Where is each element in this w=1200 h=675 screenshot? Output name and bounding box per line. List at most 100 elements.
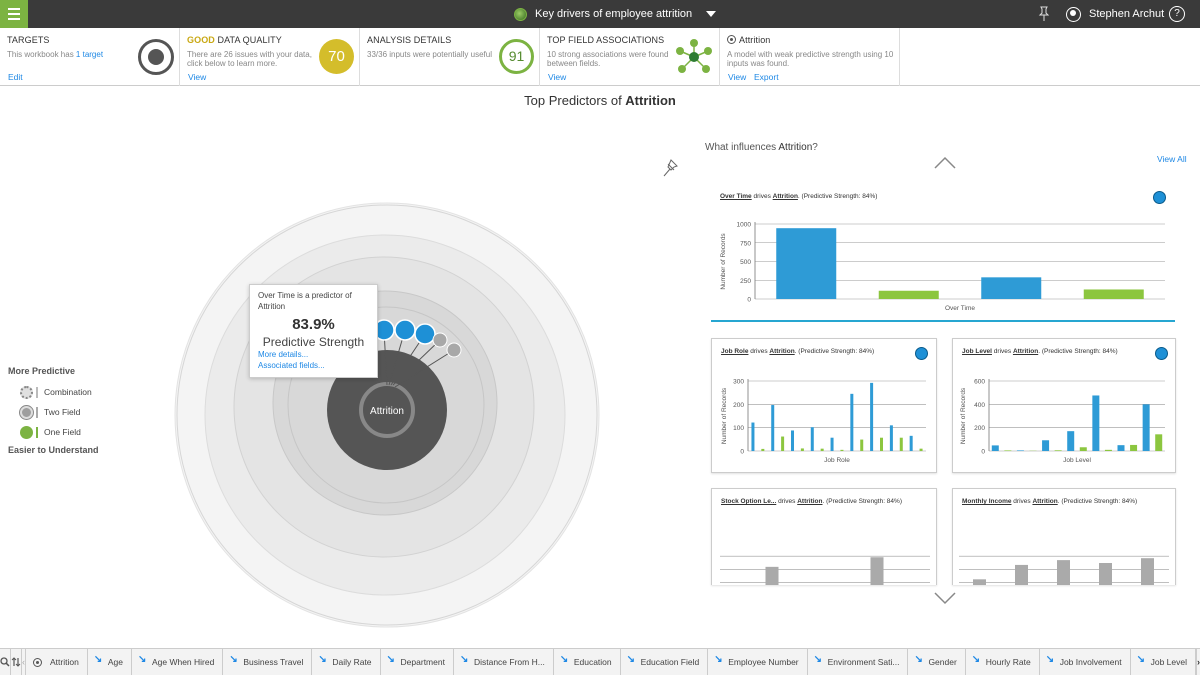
bar	[1117, 445, 1125, 451]
field-tab-label: Hourly Rate	[985, 657, 1031, 667]
bar	[800, 448, 804, 451]
one-field-icon	[20, 425, 33, 439]
export-model-link[interactable]: Export	[754, 72, 779, 82]
pin-icon[interactable]	[662, 158, 680, 178]
user-menu[interactable]: Stephen Archut	[1066, 0, 1164, 28]
field-tab[interactable]: Education	[554, 649, 621, 675]
predictor-node[interactable]	[414, 323, 436, 345]
chart-card-stock-option[interactable]: Stock Option Le... drives Attrition. (Pr…	[711, 488, 937, 585]
view-quality-link[interactable]: View	[188, 72, 207, 82]
globe-icon	[514, 7, 527, 21]
hamburger-menu-icon[interactable]	[0, 0, 28, 28]
sort-icon[interactable]	[11, 649, 22, 675]
input-arrow-icon	[460, 654, 469, 666]
bar	[1057, 560, 1070, 585]
chart-card-over-time[interactable]: Over Time drives Attrition. (Predictive …	[711, 184, 1175, 322]
chart-drives-text: drives	[776, 498, 798, 505]
view-associations-link[interactable]: View	[548, 72, 567, 82]
bar	[751, 422, 755, 451]
more-details-link[interactable]: More details...	[258, 350, 309, 359]
field-tab[interactable]: Employee Number	[708, 649, 808, 675]
help-icon[interactable]: ?	[1169, 6, 1185, 22]
two-field-icon	[20, 405, 33, 419]
field-tab[interactable]: Gender	[908, 649, 966, 675]
bar	[1155, 434, 1163, 451]
chart-field-name[interactable]: Job Level	[962, 348, 992, 355]
associations-title: TOP FIELD ASSOCIATIONS	[547, 35, 665, 45]
bar	[1079, 447, 1087, 451]
field-tab[interactable]: Age When Hired	[132, 649, 224, 675]
associated-fields-link[interactable]: Associated fields...	[258, 361, 325, 370]
input-arrow-icon	[972, 654, 981, 666]
attrition-model-card: Attrition A model with weak predictive s…	[720, 28, 900, 86]
workbook-title-dropdown[interactable]: Key drivers of employee attrition	[514, 0, 717, 28]
influences-suffix: ?	[812, 142, 818, 153]
quality-title-text: DATA QUALITY	[214, 35, 282, 45]
field-tab-label: Employee Number	[728, 657, 799, 667]
predictor-node[interactable]	[446, 342, 462, 358]
predictor-node[interactable]	[432, 332, 448, 348]
data-quality-card: GOOD DATA QUALITY There are 26 issues wi…	[180, 28, 360, 86]
chart-strength-text: . (Predictive Strength: 84%)	[822, 498, 902, 505]
edit-targets-link[interactable]: Edit	[8, 72, 23, 82]
view-all-link[interactable]: View All	[1157, 154, 1187, 164]
chart-field-name[interactable]: Stock Option Le...	[721, 498, 777, 505]
combination-icon	[20, 385, 33, 399]
chart-field-name[interactable]: Job Role	[721, 348, 749, 355]
y-tick-label: 750	[740, 240, 751, 247]
field-tab[interactable]: Job Involvement	[1040, 649, 1131, 675]
chart-drives-text: drives	[751, 193, 773, 200]
targets-count-link[interactable]: 1 target	[75, 50, 104, 59]
chart-card-monthly-income[interactable]: Monthly Income drives Attrition. (Predic…	[952, 488, 1176, 585]
chart-title: Over Time drives Attrition. (Predictive …	[720, 193, 877, 200]
chart-field-name[interactable]: Over Time	[720, 193, 752, 200]
bar	[1092, 395, 1100, 451]
chart-title: Stock Option Le... drives Attrition. (Pr…	[721, 498, 902, 505]
attrition-card-desc: A model with weak predictive strength us…	[727, 50, 894, 68]
field-tab[interactable]: Age	[88, 649, 132, 675]
chevron-left-icon[interactable]: ‹	[22, 649, 26, 675]
predictor-node[interactable]	[394, 319, 416, 341]
field-tab[interactable]: Department	[381, 649, 454, 675]
chart-card-job-role[interactable]: Job Role drives Attrition. (Predictive S…	[711, 338, 937, 473]
input-arrow-icon	[560, 654, 569, 666]
search-icon[interactable]	[0, 649, 11, 675]
job-role-bar-chart: 300 200 100 0 Job Role Number of Records	[721, 379, 926, 464]
analysis-desc: 33/36 inputs were potentially useful	[367, 50, 492, 59]
chart-target-name: Attrition	[1032, 498, 1058, 505]
field-tab[interactable]: Distance From H...	[454, 649, 554, 675]
bar	[1141, 558, 1154, 585]
field-associations-card: TOP FIELD ASSOCIATIONS 10 strong associa…	[540, 28, 720, 86]
bar	[830, 437, 834, 451]
field-tab-label: Environment Sati...	[827, 657, 900, 667]
bar	[840, 449, 844, 451]
field-tab-label: Business Travel	[243, 657, 304, 667]
pin-icon[interactable]	[1037, 5, 1051, 23]
field-tab[interactable]: Attrition	[26, 649, 88, 675]
field-tab[interactable]: Business Travel	[223, 649, 313, 675]
field-tab-label: Job Level	[1150, 657, 1187, 667]
chevron-right-icon[interactable]: ›	[1195, 649, 1200, 675]
y-axis-label: Number of Records	[720, 233, 727, 290]
scroll-up-chevron-icon[interactable]	[934, 156, 956, 170]
analysis-score-badge: 91	[499, 39, 534, 74]
chevron-down-icon	[706, 11, 717, 17]
field-tab[interactable]: Hourly Rate	[966, 649, 1040, 675]
field-tab[interactable]: Daily Rate	[312, 649, 381, 675]
view-model-link[interactable]: View	[728, 72, 747, 82]
field-tab-label: Education	[573, 657, 612, 667]
field-tab[interactable]: Job Level	[1131, 649, 1196, 675]
legend-label: Combination	[44, 387, 92, 397]
targets-desc-text: This workbook has	[7, 50, 76, 59]
field-tab-bar: ‹ Attrition Age Age When Hired Business Tra…	[0, 648, 1200, 675]
chart-field-name[interactable]: Monthly Income	[962, 498, 1012, 505]
targets-card: TARGETS This workbook has 1 target Edit	[0, 28, 180, 86]
bar	[1042, 440, 1050, 451]
field-tab[interactable]: Environment Sati...	[808, 649, 909, 675]
tooltip-strength-label: Predictive Strength	[262, 335, 365, 349]
chart-card-job-level[interactable]: Job Level drives Attrition. (Predictive …	[952, 338, 1176, 473]
input-arrow-icon	[914, 654, 923, 666]
legend-one-field: One Field	[20, 422, 99, 442]
scroll-down-chevron-icon[interactable]	[934, 591, 956, 605]
field-tab[interactable]: Education Field	[621, 649, 709, 675]
